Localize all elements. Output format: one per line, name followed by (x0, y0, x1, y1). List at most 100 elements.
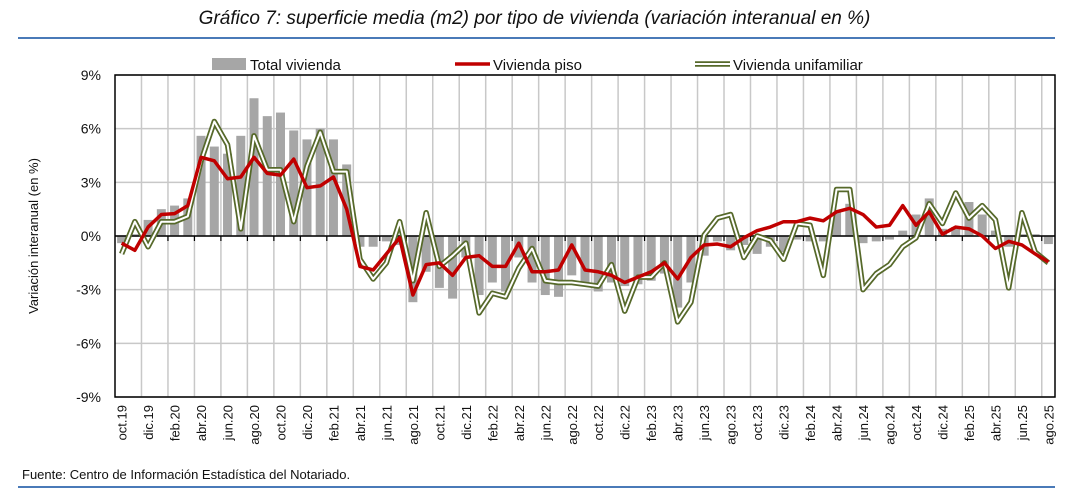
bar-total-vivienda (726, 236, 736, 251)
x-tick-label: dic.19 (141, 405, 156, 440)
bar-total-vivienda (448, 236, 458, 299)
bar-total-vivienda (567, 236, 577, 276)
bar-total-vivienda (421, 236, 431, 272)
y-tick-label: 0% (81, 228, 101, 244)
bar-total-vivienda (580, 236, 590, 287)
chart-title: Gráfico 7: superficie media (m2) por tip… (198, 8, 871, 29)
x-tick-label: oct.20 (273, 405, 288, 440)
bar-total-vivienda (779, 236, 789, 253)
bar-total-vivienda (977, 214, 987, 236)
bar-total-vivienda (739, 236, 749, 245)
bar-total-vivienda (223, 153, 233, 236)
x-tick-label: feb.23 (644, 405, 659, 441)
x-tick-label: jun.23 (697, 405, 712, 441)
bar-total-vivienda (381, 236, 391, 242)
x-tick-label: jun.20 (221, 405, 236, 441)
bar-total-vivienda (673, 236, 683, 308)
bar-total-vivienda (130, 234, 140, 236)
bar-total-vivienda (818, 236, 828, 242)
x-tick-label: abr.24 (830, 405, 845, 441)
bar-total-vivienda (540, 236, 550, 296)
x-tick-label: dic.20 (300, 405, 315, 440)
source-note: Fuente: Centro de Información Estadístic… (22, 467, 351, 482)
bar-total-vivienda (262, 116, 272, 236)
bar-total-vivienda (487, 236, 497, 283)
bar-total-vivienda (1043, 236, 1053, 245)
x-tick-label: feb.22 (485, 405, 500, 441)
bar-total-vivienda (620, 236, 630, 287)
bar-total-vivienda (712, 236, 722, 242)
y-tick-label: 9% (81, 67, 101, 83)
bar-total-vivienda (898, 230, 908, 236)
bar-total-vivienda (1017, 234, 1027, 236)
y-tick-label: -9% (76, 389, 101, 405)
x-tick-label: abr.21 (353, 405, 368, 441)
y-tick-label: -6% (76, 335, 101, 351)
bar-total-vivienda (289, 130, 299, 236)
x-tick-label: abr.20 (194, 405, 209, 441)
bottom-rule (18, 486, 1055, 488)
bar-total-vivienda (527, 236, 537, 283)
legend-label-unifamiliar: Vivienda unifamiliar (733, 57, 863, 74)
y-tick-label: 3% (81, 174, 101, 190)
bar-total-vivienda (885, 236, 895, 240)
x-tick-label: feb.20 (168, 405, 183, 441)
y-axis-label: Variación interanual (en %) (26, 158, 41, 314)
bar-total-vivienda (315, 128, 325, 236)
x-tick-label: jun.24 (856, 405, 871, 441)
bar-total-vivienda (236, 135, 246, 236)
x-tick-label: jun.25 (1015, 405, 1030, 441)
x-tick-label: ago.23 (724, 405, 739, 445)
x-tick-label: dic.21 (459, 405, 474, 440)
x-tick-label: abr.22 (512, 405, 527, 441)
legend-label-total: Total vivienda (250, 57, 342, 74)
bar-total-vivienda (845, 203, 855, 236)
bar-total-vivienda (593, 236, 603, 292)
x-tick-label: oct.23 (750, 405, 765, 440)
bar-total-vivienda (342, 164, 352, 236)
bar-total-vivienda (792, 236, 802, 240)
x-tick-label: feb.25 (962, 405, 977, 441)
x-tick-label: ago.20 (247, 405, 262, 445)
bar-total-vivienda (249, 98, 259, 236)
x-tick-label: feb.24 (803, 405, 818, 441)
bar-total-vivienda (117, 236, 127, 244)
bar-total-vivienda (924, 198, 934, 236)
bar-total-vivienda (805, 236, 815, 242)
bar-total-vivienda (196, 135, 206, 236)
x-tick-label: ago.21 (406, 405, 421, 445)
bar-total-vivienda (752, 236, 762, 254)
bar-total-vivienda (606, 236, 616, 283)
x-tick-label: abr.23 (671, 405, 686, 441)
bar-total-vivienda (659, 236, 669, 274)
legend-swatch-total (212, 58, 246, 70)
x-tick-label: jun.21 (379, 405, 394, 441)
bar-total-vivienda (474, 236, 484, 296)
bar-total-vivienda (1030, 234, 1040, 236)
x-tick-label: dic.22 (618, 405, 633, 440)
line-vivienda-unifamiliar-inner (120, 120, 1050, 323)
top-rule (18, 37, 1055, 39)
x-tick-label: ago.24 (883, 405, 898, 445)
y-tick-label: -3% (76, 282, 101, 298)
x-tick-label: jun.22 (538, 405, 553, 441)
x-tick-label: ago.22 (565, 405, 580, 445)
bar-total-vivienda (209, 146, 219, 236)
x-tick-label: oct.24 (909, 405, 924, 440)
x-tick-label: oct.19 (115, 405, 130, 440)
x-tick-label: oct.21 (432, 405, 447, 440)
line-vivienda-piso (120, 155, 1050, 297)
bar-total-vivienda (646, 236, 656, 281)
y-tick-label: 6% (81, 121, 101, 137)
bar-total-vivienda (871, 236, 881, 242)
bar-total-vivienda (832, 210, 842, 236)
x-tick-label: ago.25 (1041, 405, 1056, 445)
x-tick-label: dic.24 (935, 405, 950, 440)
x-tick-label: feb.21 (326, 405, 341, 441)
legend-label-piso: Vivienda piso (493, 57, 582, 74)
bar-total-vivienda (633, 236, 643, 285)
bar-total-vivienda (858, 236, 868, 244)
x-tick-label: oct.22 (591, 405, 606, 440)
